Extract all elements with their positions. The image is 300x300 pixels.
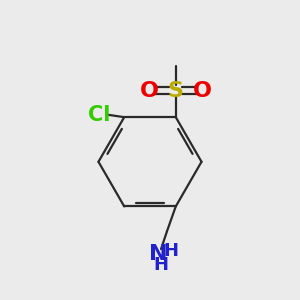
Text: H: H <box>163 242 178 260</box>
Text: O: O <box>140 81 159 101</box>
Text: N: N <box>149 244 167 263</box>
Text: O: O <box>193 81 212 101</box>
Text: Cl: Cl <box>88 105 110 125</box>
Text: H: H <box>154 256 169 274</box>
Text: S: S <box>168 81 184 101</box>
